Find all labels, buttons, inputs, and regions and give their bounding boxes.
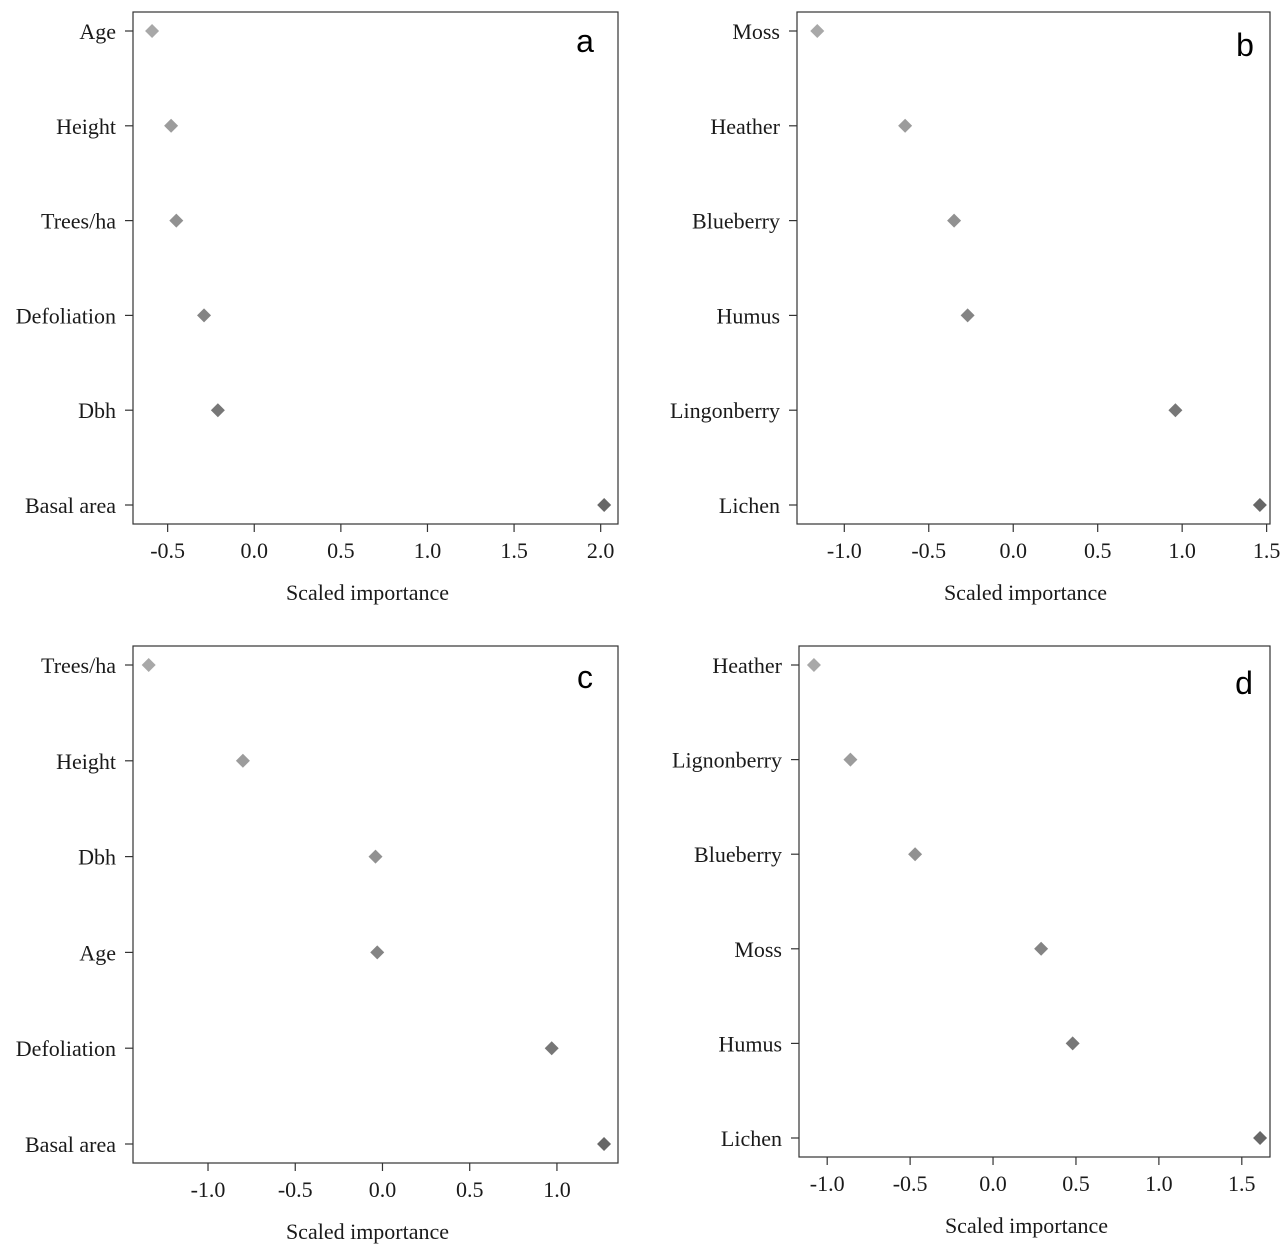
category-label: Lignonberry	[672, 748, 782, 773]
x-tick-label: 0.0	[369, 1177, 397, 1202]
category-label: Lichen	[721, 1126, 782, 1151]
category-label: Moss	[732, 19, 780, 44]
category-label: Height	[56, 114, 116, 139]
panel-b: b -1.0 -0.5 0.0 0.5 1.0 1.5 Scaled importance Mo…	[670, 11, 1280, 605]
category-label: Basal area	[25, 1132, 116, 1157]
panel-c: c -1.0 -0.5 0.0 0.5 1.0 Scaled importance Trees…	[16, 645, 619, 1244]
panel-letter: b	[1236, 27, 1254, 63]
x-tick-label: -1.0	[191, 1177, 226, 1202]
x-tick-label: 0.5	[1084, 538, 1112, 563]
category-label: Humus	[718, 1031, 782, 1056]
x-axis-title: Scaled importance	[286, 1219, 449, 1244]
x-tick-label: 1.0	[1145, 1171, 1173, 1196]
data-point	[960, 308, 975, 323]
x-tick-label: 1.0	[414, 538, 442, 563]
category-label: Age	[79, 940, 116, 965]
x-tick-label: 1.5	[1253, 538, 1280, 563]
category-label: Blueberry	[694, 842, 782, 867]
x-tick-label: -0.5	[278, 1177, 313, 1202]
category-label: Dbh	[78, 398, 116, 423]
x-tick-label: 1.0	[543, 1177, 571, 1202]
data-point	[1168, 403, 1183, 418]
x-tick-label: 2.0	[587, 538, 615, 563]
data-point	[597, 1137, 612, 1151]
category-label: Heather	[710, 114, 780, 139]
x-tick-label: -1.0	[810, 1171, 845, 1196]
data-point	[597, 498, 612, 512]
category-label: Defoliation	[16, 1036, 116, 1061]
data-point	[544, 1041, 559, 1056]
data-point	[141, 658, 156, 672]
data-point	[810, 24, 825, 38]
panel-letter: c	[577, 659, 593, 695]
category-label: Defoliation	[16, 303, 116, 328]
data-point	[806, 658, 821, 672]
category-label: Height	[56, 749, 116, 774]
data-point	[164, 118, 179, 133]
data-point	[1252, 498, 1267, 512]
x-tick-label: -0.5	[893, 1171, 928, 1196]
data-point	[370, 945, 385, 960]
data-point	[1253, 1131, 1268, 1145]
category-label: Blueberry	[692, 209, 780, 234]
category-label: Trees/ha	[41, 653, 116, 678]
category-label: Age	[79, 19, 116, 44]
x-tick-label: 0.5	[327, 538, 355, 563]
category-label: Heather	[712, 653, 782, 678]
x-tick-label: 0.0	[241, 538, 269, 563]
category-label: Trees/ha	[41, 209, 116, 234]
category-label: Basal area	[25, 493, 116, 518]
data-point	[908, 847, 923, 862]
x-axis-title: Scaled importance	[286, 580, 449, 605]
plot-frame	[132, 645, 619, 1164]
x-tick-label: 0.0	[979, 1171, 1007, 1196]
x-axis-title: Scaled importance	[944, 580, 1107, 605]
data-point	[1065, 1036, 1080, 1051]
data-point	[169, 213, 184, 228]
x-tick-label: 0.5	[456, 1177, 484, 1202]
plot-frame	[798, 645, 1271, 1158]
category-label: Humus	[716, 303, 780, 328]
x-axis-title: Scaled importance	[945, 1213, 1108, 1238]
data-point	[843, 752, 858, 767]
x-tick-label: 0.5	[1062, 1171, 1090, 1196]
category-label: Moss	[734, 937, 782, 962]
x-tick-label: 1.5	[500, 538, 528, 563]
x-tick-label: 0.0	[999, 538, 1027, 563]
plot-frame	[132, 11, 619, 525]
category-label: Lichen	[719, 493, 780, 518]
x-tick-label: -0.5	[150, 538, 185, 563]
panel-a: a -0.5 0.0 0.5 1.0 1.5 2.0 Scaled importance Age…	[16, 11, 619, 605]
x-tick-label: -0.5	[911, 538, 946, 563]
plot-frame	[796, 11, 1271, 525]
panel-letter: d	[1235, 665, 1253, 701]
category-label: Lingonberry	[670, 398, 780, 423]
data-point	[145, 24, 160, 38]
panel-letter: a	[576, 23, 594, 59]
x-tick-label: 1.5	[1228, 1171, 1256, 1196]
data-point	[197, 308, 212, 323]
data-point	[898, 118, 913, 133]
x-tick-label: -1.0	[827, 538, 862, 563]
data-point	[368, 849, 383, 864]
data-point	[210, 403, 225, 418]
category-label: Dbh	[78, 845, 116, 870]
data-point	[235, 753, 250, 768]
panel-d: d -1.0 -0.5 0.0 0.5 1.0 1.5 Scaled importance He…	[672, 645, 1271, 1238]
data-point	[1034, 941, 1049, 956]
data-point	[947, 213, 962, 228]
x-tick-label: 1.0	[1168, 538, 1196, 563]
